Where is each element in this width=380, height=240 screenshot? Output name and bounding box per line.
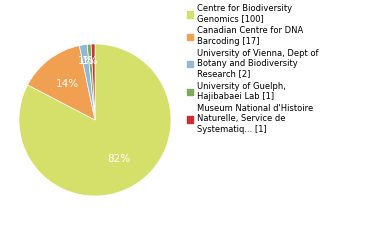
Wedge shape: [91, 44, 95, 120]
Text: 1%: 1%: [78, 56, 94, 66]
Text: 82%: 82%: [107, 154, 130, 164]
Wedge shape: [87, 44, 95, 120]
Wedge shape: [19, 44, 171, 196]
Wedge shape: [79, 44, 95, 120]
Text: 1%: 1%: [82, 56, 99, 66]
Wedge shape: [28, 46, 95, 120]
Text: 14%: 14%: [56, 79, 79, 89]
Legend: Centre for Biodiversity
Genomics [100], Canadian Centre for DNA
Barcoding [17], : Centre for Biodiversity Genomics [100], …: [187, 4, 318, 134]
